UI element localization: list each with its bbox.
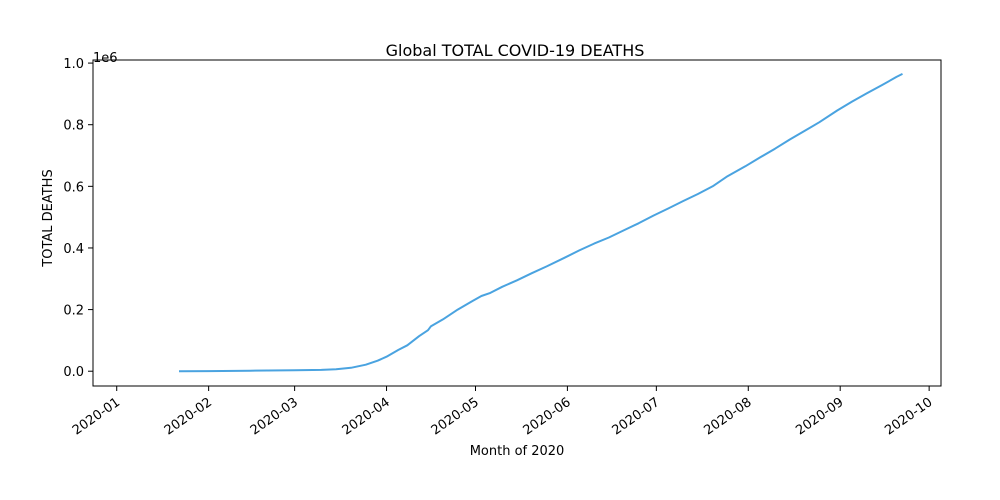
x-tick-label: 2020-07 (610, 395, 663, 438)
y-axis-offset-label: 1e6 (93, 51, 118, 66)
x-tick-label: 2020-01 (70, 395, 123, 438)
plot-area (92, 59, 942, 387)
y-tick-label: 1.0 (63, 57, 84, 72)
x-tick-label: 2020-02 (162, 395, 215, 438)
x-tick-label: 2020-05 (429, 395, 482, 438)
y-tick-label: 0.0 (63, 365, 84, 380)
y-tick-label: 0.6 (63, 180, 84, 195)
y-tick-label: 0.8 (63, 119, 84, 134)
x-axis-ticks: 2020-01 2020-02 2020-03 2020-04 2020-05 2020-… (70, 386, 935, 438)
x-tick-label: 2020-03 (248, 395, 301, 438)
series-line-total-deaths (178, 73, 903, 373)
y-axis-ticks: 0.0 0.2 0.4 0.6 0.8 1.0 (63, 57, 93, 380)
chart-title: Global TOTAL COVID-19 DEATHS (386, 41, 645, 60)
y-axis-title: TOTAL DEATHS (41, 169, 56, 267)
x-tick-label: 2020-10 (882, 395, 935, 438)
x-tick-label: 2020-08 (701, 395, 754, 438)
y-tick-label: 0.2 (63, 304, 84, 319)
x-axis-title: Month of 2020 (470, 444, 565, 459)
y-tick-label: 0.4 (63, 242, 84, 257)
x-tick-label: 2020-04 (340, 395, 393, 438)
x-tick-label: 2020-06 (521, 395, 574, 438)
x-tick-label: 2020-09 (793, 395, 846, 438)
axes-frame (92, 59, 942, 387)
